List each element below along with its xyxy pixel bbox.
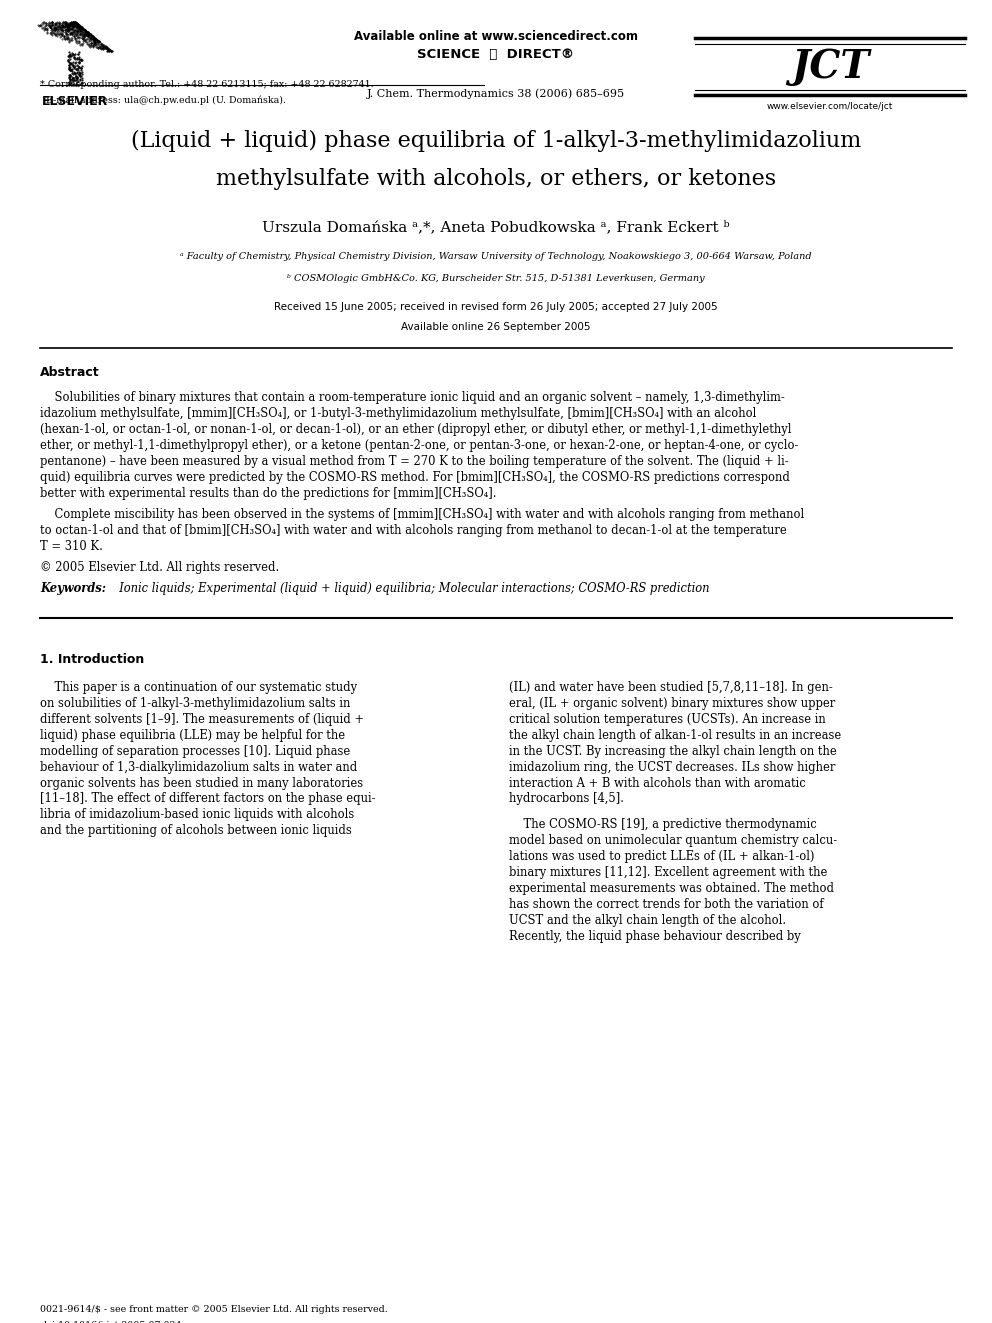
Text: JCT: JCT <box>791 48 869 86</box>
Text: to octan-1-ol and that of [bmim][CH₃SO₄] with water and with alcohols ranging fr: to octan-1-ol and that of [bmim][CH₃SO₄]… <box>40 524 787 537</box>
Text: Ionic liquids; Experimental (liquid + liquid) equilibria; Molecular interactions: Ionic liquids; Experimental (liquid + li… <box>112 582 709 595</box>
Text: Complete miscibility has been observed in the systems of [mmim][CH₃SO₄] with wat: Complete miscibility has been observed i… <box>40 508 805 521</box>
Text: Available online 26 September 2005: Available online 26 September 2005 <box>401 321 591 332</box>
Text: binary mixtures [11,12]. Excellent agreement with the: binary mixtures [11,12]. Excellent agree… <box>509 867 827 880</box>
Text: lations was used to predict LLEs of (IL + alkan-1-ol): lations was used to predict LLEs of (IL … <box>509 851 814 864</box>
Text: better with experimental results than do the predictions for [mmim][CH₃SO₄].: better with experimental results than do… <box>40 487 497 500</box>
Text: organic solvents has been studied in many laboratories: organic solvents has been studied in man… <box>40 777 363 790</box>
Text: Keywords:: Keywords: <box>40 582 106 595</box>
Text: different solvents [1–9]. The measurements of (liquid +: different solvents [1–9]. The measuremen… <box>40 713 364 725</box>
Text: methylsulfate with alcohols, or ethers, or ketones: methylsulfate with alcohols, or ethers, … <box>216 168 776 191</box>
Text: quid) equilibria curves were predicted by the COSMO-RS method. For [bmim][CH₃SO₄: quid) equilibria curves were predicted b… <box>40 471 790 484</box>
Text: has shown the correct trends for both the variation of: has shown the correct trends for both th… <box>509 898 823 912</box>
Text: model based on unimolecular quantum chemistry calcu-: model based on unimolecular quantum chem… <box>509 835 836 848</box>
Text: pentanone) – have been measured by a visual method from T = 270 K to the boiling: pentanone) – have been measured by a vis… <box>40 455 789 468</box>
Text: eral, (IL + organic solvent) binary mixtures show upper: eral, (IL + organic solvent) binary mixt… <box>509 697 834 709</box>
Text: [11–18]. The effect of different factors on the phase equi-: [11–18]. The effect of different factors… <box>40 792 376 806</box>
Text: © 2005 Elsevier Ltd. All rights reserved.: © 2005 Elsevier Ltd. All rights reserved… <box>40 561 280 574</box>
Text: and the partitioning of alcohols between ionic liquids: and the partitioning of alcohols between… <box>40 824 352 837</box>
Text: www.elsevier.com/locate/jct: www.elsevier.com/locate/jct <box>767 102 893 111</box>
Text: imidazolium ring, the UCST decreases. ILs show higher: imidazolium ring, the UCST decreases. IL… <box>509 761 835 774</box>
Text: This paper is a continuation of our systematic study: This paper is a continuation of our syst… <box>40 680 357 693</box>
Text: doi:10.1016/j.jct.2005.07.024: doi:10.1016/j.jct.2005.07.024 <box>40 1320 182 1323</box>
Text: ᵃ Faculty of Chemistry, Physical Chemistry Division, Warsaw University of Techno: ᵃ Faculty of Chemistry, Physical Chemist… <box>181 251 811 261</box>
Text: (Liquid + liquid) phase equilibria of 1-alkyl-3-methylimidazolium: (Liquid + liquid) phase equilibria of 1-… <box>131 130 861 152</box>
Text: ELSEVIER: ELSEVIER <box>42 95 108 108</box>
Text: ᵇ COSMOlogic GmbH&Co. KG, Burscheider Str. 515, D-51381 Leverkusen, Germany: ᵇ COSMOlogic GmbH&Co. KG, Burscheider St… <box>288 274 704 283</box>
Text: Recently, the liquid phase behaviour described by: Recently, the liquid phase behaviour des… <box>509 930 801 943</box>
Text: ether, or methyl-1,1-dimethylpropyl ether), or a ketone (pentan-2-one, or pentan: ether, or methyl-1,1-dimethylpropyl ethe… <box>40 439 799 452</box>
Text: the alkyl chain length of alkan-1-ol results in an increase: the alkyl chain length of alkan-1-ol res… <box>509 729 841 742</box>
Text: The COSMO-RS [19], a predictive thermodynamic: The COSMO-RS [19], a predictive thermody… <box>509 819 816 831</box>
Text: critical solution temperatures (UCSTs). An increase in: critical solution temperatures (UCSTs). … <box>509 713 825 725</box>
Text: in the UCST. By increasing the alkyl chain length on the: in the UCST. By increasing the alkyl cha… <box>509 745 836 758</box>
Text: SCIENCE  ⓘ  DIRECT®: SCIENCE ⓘ DIRECT® <box>418 48 574 61</box>
Text: T = 310 K.: T = 310 K. <box>40 540 103 553</box>
Text: (IL) and water have been studied [5,7,8,11–18]. In gen-: (IL) and water have been studied [5,7,8,… <box>509 680 832 693</box>
Text: (hexan-1-ol, or octan-1-ol, or nonan-1-ol, or decan-1-ol), or an ether (dipropyl: (hexan-1-ol, or octan-1-ol, or nonan-1-o… <box>40 423 792 437</box>
Text: UCST and the alkyl chain length of the alcohol.: UCST and the alkyl chain length of the a… <box>509 914 786 927</box>
Text: Abstract: Abstract <box>40 366 99 378</box>
Text: interaction A + B with alcohols than with aromatic: interaction A + B with alcohols than wit… <box>509 777 806 790</box>
Text: behaviour of 1,3-dialkylimidazolium salts in water and: behaviour of 1,3-dialkylimidazolium salt… <box>40 761 357 774</box>
Text: Received 15 June 2005; received in revised form 26 July 2005; accepted 27 July 2: Received 15 June 2005; received in revis… <box>274 302 718 312</box>
Text: 0021-9614/$ - see front matter © 2005 Elsevier Ltd. All rights reserved.: 0021-9614/$ - see front matter © 2005 El… <box>40 1304 388 1314</box>
Text: Solubilities of binary mixtures that contain a room-temperature ionic liquid and: Solubilities of binary mixtures that con… <box>40 392 785 404</box>
Text: * Corresponding author. Tel.: +48 22 6213115; fax: +48 22 6282741.: * Corresponding author. Tel.: +48 22 621… <box>40 79 374 89</box>
Text: Available online at www.sciencedirect.com: Available online at www.sciencedirect.co… <box>354 30 638 44</box>
Text: Urszula Domańska ᵃ,*, Aneta Pobudkowska ᵃ, Frank Eckert ᵇ: Urszula Domańska ᵃ,*, Aneta Pobudkowska … <box>262 220 730 234</box>
Text: modelling of separation processes [10]. Liquid phase: modelling of separation processes [10]. … <box>40 745 350 758</box>
Text: liquid) phase equilibria (LLE) may be helpful for the: liquid) phase equilibria (LLE) may be he… <box>40 729 345 742</box>
Text: hydrocarbons [4,5].: hydrocarbons [4,5]. <box>509 792 624 806</box>
Text: libria of imidazolium-based ionic liquids with alcohols: libria of imidazolium-based ionic liquid… <box>40 808 354 822</box>
Text: J. Chem. Thermodynamics 38 (2006) 685–695: J. Chem. Thermodynamics 38 (2006) 685–69… <box>367 89 625 98</box>
Text: experimental measurements was obtained. The method: experimental measurements was obtained. … <box>509 882 833 896</box>
Text: on solubilities of 1-alkyl-3-methylimidazolium salts in: on solubilities of 1-alkyl-3-methylimida… <box>40 697 350 709</box>
Text: idazolium methylsulfate, [mmim][CH₃SO₄], or 1-butyl-3-methylimidazolium methylsu: idazolium methylsulfate, [mmim][CH₃SO₄],… <box>40 407 756 419</box>
Text: 1. Introduction: 1. Introduction <box>40 652 144 665</box>
Text: E-mail address: ula@ch.pw.edu.pl (U. Domańska).: E-mail address: ula@ch.pw.edu.pl (U. Dom… <box>40 97 286 106</box>
